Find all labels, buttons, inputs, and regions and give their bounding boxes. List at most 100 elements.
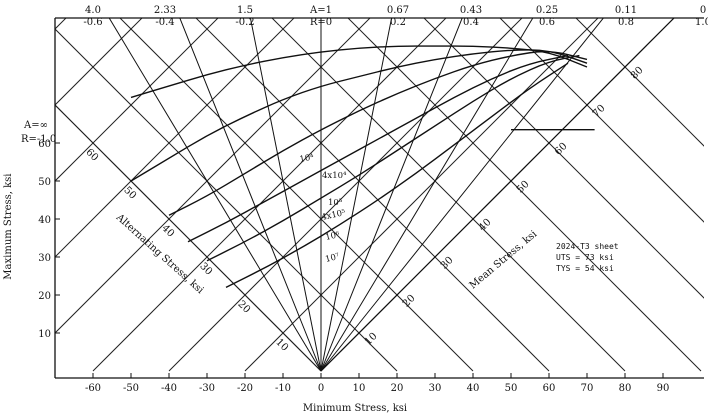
- x-tick-label: 10: [353, 383, 366, 394]
- x-tick-label: 40: [467, 383, 480, 394]
- y-tick-label: 40: [38, 215, 51, 226]
- x-tick-label: 70: [581, 383, 594, 394]
- alternating-tick-label: 30: [197, 261, 214, 278]
- x-tick-label: -20: [237, 383, 253, 394]
- mean-tick-label: 50: [515, 179, 532, 196]
- mean-grid-line: [575, 18, 704, 147]
- life-curve: [187, 54, 569, 243]
- x-axis-title: Minimum Stress, ksi: [303, 403, 407, 414]
- ratio-a-label: 4.0: [85, 5, 101, 16]
- alternating-grid-line: [55, 18, 371, 334]
- ratio-a-label: 0.67: [387, 5, 409, 16]
- mean-axis-title: Mean Stress, ksi: [468, 229, 540, 292]
- mean-tick-label: 70: [591, 103, 608, 120]
- life-curve-label: 4x10⁴: [322, 171, 347, 181]
- life-curve: [168, 50, 588, 216]
- ratio-a-label: 0.11: [615, 5, 637, 16]
- x-tick-label: -40: [161, 383, 177, 394]
- ratio-line: [108, 18, 322, 372]
- chart-labels: 4.0-0.62.33-0.41.5-0.2A=1R=00.670.20.430…: [3, 5, 708, 414]
- mean-tick-label: 30: [439, 255, 456, 272]
- life-curve: [130, 45, 588, 99]
- ratio-r-label: R=0: [310, 17, 332, 28]
- mean-grid-line: [55, 28, 398, 372]
- x-tick-label: -50: [123, 383, 139, 394]
- alternating-grid-line: [168, 18, 523, 372]
- mean-tick-label: 10: [363, 331, 380, 348]
- life-curve: [225, 62, 569, 289]
- ratio-a-label: 1.5: [237, 5, 253, 16]
- mean-grid-line: [195, 18, 550, 372]
- life-curve-label: 10⁶: [325, 230, 342, 243]
- ratio-a-label: A=1: [309, 5, 332, 16]
- ratio-r-label: 0.6: [539, 17, 555, 28]
- material-note: UTS = 73 ksi: [556, 253, 614, 262]
- ratio-a-label: 0: [700, 5, 706, 16]
- ratio-line: [320, 18, 605, 372]
- mean-tick-label: 20: [401, 293, 418, 310]
- ratio-r-label: -0.4: [155, 17, 174, 28]
- plot-frame: [54, 17, 704, 379]
- alternating-axis-title: Alternating Stress, ksi: [113, 211, 205, 296]
- mean-grid-line: [423, 18, 704, 299]
- ratio-r-label-left: R=-1.0: [21, 134, 56, 145]
- diagonal-grid: [55, 18, 704, 372]
- alternating-axis-line: [55, 104, 322, 372]
- mean-grid-line: [119, 18, 474, 372]
- alternating-grid-line: [55, 18, 295, 258]
- y-axis-title: Maximum Stress, ksi: [3, 173, 14, 279]
- ratio-line: [320, 18, 675, 372]
- ratio-a-label: 0.25: [536, 5, 558, 16]
- alternating-grid-line: [55, 18, 219, 182]
- x-tick-label: 50: [505, 383, 518, 394]
- alternating-tick-label: 60: [83, 147, 100, 164]
- x-tick-label: 60: [543, 383, 556, 394]
- ratio-a-label-left: A=∞: [23, 120, 48, 131]
- alternating-grid-line: [55, 18, 67, 30]
- alternating-grid-line: [55, 18, 143, 106]
- mean-tick-label: 40: [477, 217, 494, 234]
- life-curve: [206, 54, 580, 262]
- x-tick-label: 20: [391, 383, 404, 394]
- alternating-tick-label: 50: [121, 185, 138, 202]
- alternating-tick-label: 40: [159, 223, 176, 240]
- alternating-grid-line: [92, 18, 447, 372]
- x-tick-label: 80: [619, 383, 632, 394]
- alternating-tick-label: 10: [273, 337, 290, 354]
- ratio-a-label: 0.43: [460, 5, 482, 16]
- ratio-line: [249, 18, 322, 372]
- life-curve-label: 10⁵: [328, 198, 343, 208]
- life-curve-label: 10⁴: [299, 153, 315, 165]
- mean-grid-line: [347, 18, 702, 372]
- life-curve-label: 4x10⁵: [321, 208, 348, 223]
- ratio-lines: [108, 18, 675, 372]
- ratio-r-label: -0.6: [83, 17, 102, 28]
- alternating-grid-line: [244, 18, 599, 372]
- mean-tick-label: 60: [553, 141, 570, 158]
- y-tick-label: 60: [38, 139, 51, 150]
- x-tick-label: 90: [657, 383, 670, 394]
- y-tick-label: 20: [38, 291, 51, 302]
- y-tick-label: 30: [38, 253, 51, 264]
- ratio-line: [320, 18, 393, 372]
- y-tick-label: 50: [38, 177, 51, 188]
- mean-tick-label: 80: [629, 65, 646, 82]
- x-tick-label: 0: [318, 383, 324, 394]
- alternating-tick-label: 20: [235, 299, 252, 316]
- ratio-line: [320, 18, 534, 372]
- ratio-r-label: 1.0: [695, 17, 708, 28]
- ratio-a-label: 2.33: [154, 5, 176, 16]
- ratio-r-label: 0.8: [618, 17, 634, 28]
- ratio-line: [179, 18, 322, 372]
- mean-grid-line: [499, 18, 704, 223]
- ratio-line: [320, 18, 463, 372]
- ratio-r-label: 0.2: [390, 17, 406, 28]
- life-curve: [130, 49, 588, 182]
- ratio-r-label: -0.2: [235, 17, 254, 28]
- life-curve-label: 10⁷: [324, 252, 341, 265]
- mean-grid-line: [271, 18, 626, 372]
- ratio-r-label: 0.4: [463, 17, 479, 28]
- x-tick-label: -30: [199, 383, 215, 394]
- life-curves: [130, 45, 595, 289]
